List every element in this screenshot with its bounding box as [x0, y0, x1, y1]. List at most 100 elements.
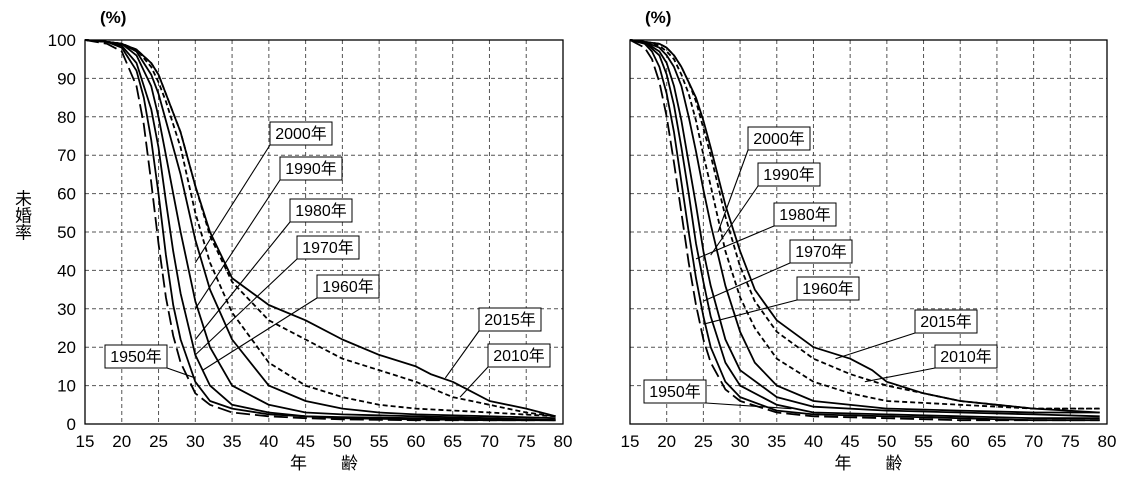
series-line-1990 — [84, 39, 556, 420]
callout-label: 1980年 — [779, 206, 831, 224]
callout-box — [296, 235, 360, 260]
x-tick-label: 15 — [621, 432, 640, 451]
callout-box — [773, 202, 837, 227]
callout-leader — [459, 366, 489, 398]
y-axis-title: 未婚率 — [11, 189, 32, 240]
y-tick-label: 0 — [67, 415, 76, 434]
callout-label: 1990年 — [285, 160, 337, 178]
x-tick-label: 70 — [1024, 432, 1043, 451]
series-line-1980 — [629, 39, 1100, 418]
callout-label: 2010年 — [493, 347, 545, 365]
x-axis-title: 年 齢 — [290, 454, 358, 474]
chart-panel-right: 15 20 25 30 35 40 45 50 55 60 65 70 75 80 (%) 年 齢 2000年 1… — [621, 8, 1117, 474]
callout-label: 2015年 — [484, 311, 536, 329]
x-tick-label: 70 — [480, 432, 499, 451]
y-tick-label: 60 — [57, 185, 76, 204]
series-line-2015 — [629, 39, 1100, 414]
y-tick-label: 30 — [57, 300, 76, 319]
callout-label: 2000年 — [753, 130, 805, 148]
y-tick-label: 70 — [57, 146, 76, 165]
callout-label: 1970年 — [302, 239, 354, 257]
x-tick-label: 80 — [1098, 432, 1117, 451]
callout-leader — [194, 258, 298, 356]
callout-label: 1970年 — [795, 243, 847, 261]
callout-label: 2010年 — [940, 348, 992, 366]
x-tick-label: 65 — [443, 432, 462, 451]
x-tick-label: 30 — [731, 432, 750, 451]
callout-label: 2015年 — [920, 313, 972, 331]
callout-label: 1950年 — [649, 383, 701, 401]
callout-box — [316, 274, 380, 299]
series-line-1950 — [84, 39, 556, 422]
x-tick-label: 25 — [149, 432, 168, 451]
callout-leader — [703, 262, 791, 302]
series-line-2010 — [629, 39, 1100, 410]
callout-label: 1960年 — [322, 278, 374, 296]
callout-leader — [864, 367, 936, 383]
callout-leader — [444, 330, 480, 379]
x-tick-label: 55 — [914, 432, 933, 451]
x-tick-label: 55 — [370, 432, 389, 451]
x-tick-label: 80 — [554, 432, 573, 451]
callout-box — [934, 344, 998, 369]
callout-label: 1990年 — [763, 166, 815, 184]
x-tick-label: 20 — [657, 432, 676, 451]
y-tick-label: 80 — [57, 108, 76, 127]
callout-leader — [703, 299, 798, 325]
series-line-1950 — [629, 39, 1100, 422]
callout-leader — [194, 221, 291, 340]
callout-label: 1950年 — [110, 348, 162, 366]
y-tick-label: 90 — [57, 69, 76, 88]
x-tick-label: 50 — [877, 432, 896, 451]
callout-leader — [717, 149, 749, 233]
x-tick-label: 30 — [186, 432, 205, 451]
series-line-1960 — [629, 39, 1100, 422]
callout-box — [478, 307, 542, 332]
unit-label: (%) — [645, 8, 671, 27]
x-tick-label: 60 — [406, 432, 425, 451]
y-tick-label: 40 — [57, 261, 76, 280]
callout-box — [914, 309, 978, 334]
x-tick-label: 65 — [987, 432, 1006, 451]
callout-leader — [705, 402, 792, 410]
plot-frame — [629, 39, 1108, 425]
chart-panel-left: 15 20 25 30 35 40 45 50 55 60 65 70 75 80 0 10 20 30 40 50 6… — [48, 8, 573, 474]
series-line-2015 — [84, 39, 556, 418]
x-tick-label: 35 — [223, 432, 242, 451]
unit-label: (%) — [100, 8, 126, 27]
callout-leader — [695, 225, 775, 260]
callout-box — [789, 239, 853, 264]
callout-box — [747, 126, 811, 151]
x-tick-label: 45 — [296, 432, 315, 451]
callout-box — [796, 276, 860, 301]
x-tick-label: 50 — [333, 432, 352, 451]
x-tick-label: 45 — [841, 432, 860, 451]
x-axis-title: 年 齢 — [835, 454, 903, 474]
series-line-1960 — [84, 39, 556, 422]
y-tick-label: 100 — [48, 31, 76, 50]
series-line-1990 — [629, 39, 1100, 414]
x-tick-label: 75 — [1061, 432, 1080, 451]
callout-label: 1960年 — [802, 280, 854, 298]
callout-leader — [194, 144, 271, 264]
callout-box — [289, 198, 353, 223]
x-tick-label: 40 — [804, 432, 823, 451]
y-tick-label: 50 — [57, 223, 76, 242]
callout-box — [269, 121, 333, 146]
callout-box — [643, 379, 707, 404]
callout-box — [104, 344, 168, 369]
series-line-1970 — [84, 39, 556, 422]
callout-box — [279, 156, 343, 181]
callout-leader — [194, 179, 281, 310]
y-tick-label: 10 — [57, 377, 76, 396]
callout-leader — [166, 367, 196, 379]
y-tick-label: 20 — [57, 338, 76, 357]
x-tick-label: 35 — [767, 432, 786, 451]
series-line-1980 — [84, 39, 556, 422]
callout-leader — [202, 297, 318, 371]
callout-leader — [710, 185, 759, 256]
callout-label: 2000年 — [275, 125, 327, 143]
x-tick-label: 60 — [951, 432, 970, 451]
plot-frame — [84, 39, 564, 425]
